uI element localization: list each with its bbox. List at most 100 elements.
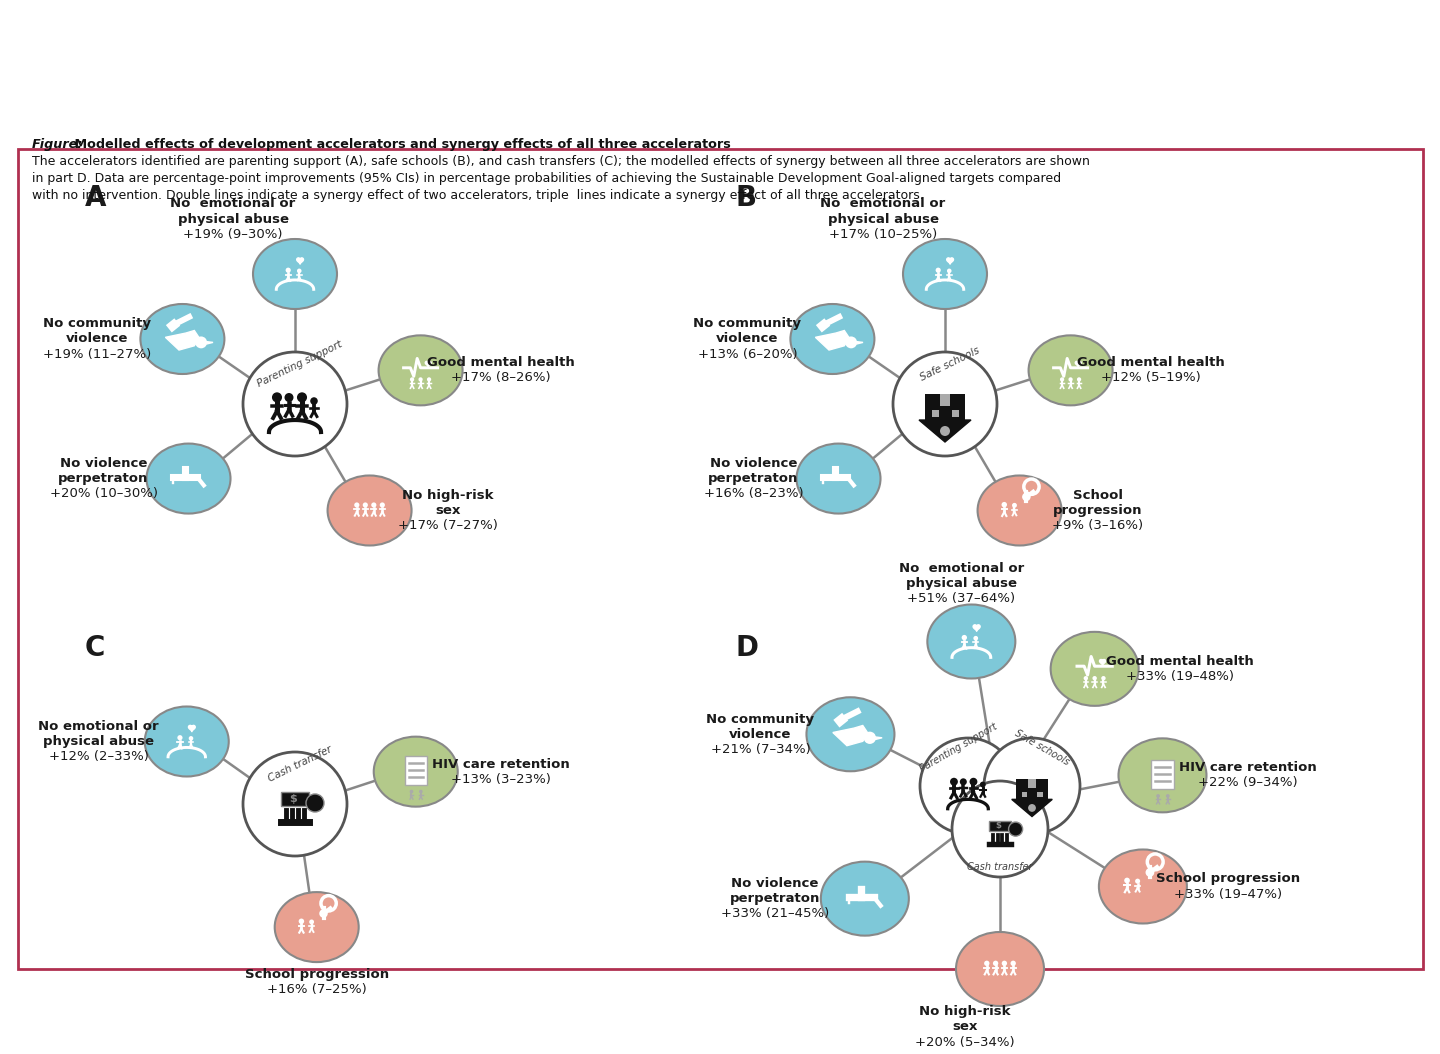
- Circle shape: [419, 789, 423, 794]
- Circle shape: [285, 393, 294, 402]
- Polygon shape: [189, 725, 196, 731]
- Text: Modelled effects of development accelerators and synergy effects of all three ac: Modelled effects of development accelera…: [71, 138, 730, 151]
- Circle shape: [950, 778, 958, 785]
- FancyBboxPatch shape: [281, 792, 310, 806]
- Text: +17% (10–25%): +17% (10–25%): [829, 228, 937, 240]
- FancyBboxPatch shape: [405, 757, 426, 785]
- Text: Good mental health: Good mental health: [426, 356, 575, 369]
- Text: No community: No community: [694, 317, 802, 330]
- Text: $: $: [289, 794, 297, 804]
- Text: +20% (5–34%): +20% (5–34%): [916, 1036, 1015, 1049]
- Text: sex: sex: [952, 1020, 978, 1034]
- Polygon shape: [1100, 660, 1106, 665]
- Circle shape: [297, 269, 301, 273]
- Circle shape: [1102, 676, 1106, 681]
- Ellipse shape: [903, 239, 986, 309]
- Circle shape: [1146, 868, 1155, 877]
- Circle shape: [354, 503, 360, 508]
- Text: physical abuse: physical abuse: [828, 213, 939, 226]
- Text: +19% (9–30%): +19% (9–30%): [183, 228, 282, 240]
- FancyBboxPatch shape: [1151, 760, 1174, 789]
- Text: physical abuse: physical abuse: [906, 577, 1017, 590]
- Circle shape: [1135, 879, 1140, 883]
- Text: perpetraton: perpetraton: [730, 892, 819, 905]
- Text: +17% (8–26%): +17% (8–26%): [451, 371, 550, 385]
- Text: +16% (7–25%): +16% (7–25%): [266, 983, 367, 996]
- Text: B: B: [734, 184, 756, 212]
- Circle shape: [969, 778, 978, 785]
- Circle shape: [845, 336, 857, 349]
- Text: +12% (5–19%): +12% (5–19%): [1100, 371, 1201, 385]
- Text: Cash transfer: Cash transfer: [266, 744, 334, 784]
- Circle shape: [297, 392, 307, 403]
- Text: $: $: [995, 821, 1001, 831]
- Text: No violence: No violence: [60, 456, 147, 470]
- Text: +13% (6–20%): +13% (6–20%): [697, 348, 798, 360]
- Polygon shape: [297, 258, 304, 264]
- FancyBboxPatch shape: [932, 410, 939, 417]
- Text: perpetraton: perpetraton: [59, 472, 148, 485]
- Circle shape: [984, 960, 989, 967]
- Text: Safe schools: Safe schools: [919, 346, 982, 383]
- Text: +33% (19–48%): +33% (19–48%): [1126, 670, 1234, 683]
- Text: Cash transfer: Cash transfer: [968, 862, 1032, 872]
- Circle shape: [1077, 377, 1081, 382]
- Text: Good mental health: Good mental health: [1106, 655, 1253, 668]
- Circle shape: [973, 636, 978, 641]
- Circle shape: [310, 919, 314, 924]
- Text: C: C: [85, 635, 105, 662]
- Circle shape: [1068, 377, 1073, 382]
- Text: +33% (19–47%): +33% (19–47%): [1174, 887, 1282, 900]
- Circle shape: [1166, 794, 1169, 798]
- Circle shape: [1156, 794, 1161, 798]
- Text: physical abuse: physical abuse: [177, 213, 288, 226]
- Polygon shape: [815, 331, 850, 350]
- Text: +51% (37–64%): +51% (37–64%): [907, 592, 1015, 605]
- Text: No high-risk: No high-risk: [402, 489, 494, 502]
- Circle shape: [1125, 878, 1130, 883]
- Text: The accelerators identified are parenting support (A), safe schools (B), and cas: The accelerators identified are parentin…: [32, 155, 1090, 168]
- Text: HIV care retention: HIV care retention: [432, 758, 570, 770]
- Ellipse shape: [147, 444, 230, 513]
- Text: School progression: School progression: [245, 968, 389, 981]
- Circle shape: [363, 503, 367, 508]
- Circle shape: [920, 738, 1017, 834]
- Text: with no intervention. Double lines indicate a synergy effect of two accelerators: with no intervention. Double lines indic…: [32, 189, 923, 202]
- Circle shape: [410, 377, 415, 382]
- Text: +33% (21–45%): +33% (21–45%): [720, 907, 829, 920]
- Text: HIV care retention: HIV care retention: [1178, 761, 1316, 775]
- Text: No community: No community: [43, 317, 151, 330]
- Ellipse shape: [275, 892, 359, 962]
- Text: Safe schools: Safe schools: [1012, 728, 1071, 767]
- Circle shape: [305, 794, 324, 812]
- Text: +9% (3–16%): +9% (3–16%): [1053, 520, 1143, 532]
- Circle shape: [196, 336, 207, 349]
- Circle shape: [1093, 676, 1097, 681]
- Text: No violence: No violence: [710, 456, 798, 470]
- Circle shape: [189, 736, 193, 741]
- Circle shape: [298, 918, 304, 924]
- Ellipse shape: [927, 605, 1015, 679]
- Ellipse shape: [806, 698, 894, 772]
- Text: physical abuse: physical abuse: [43, 735, 154, 748]
- Text: +17% (7–27%): +17% (7–27%): [397, 520, 497, 532]
- Text: Figure:: Figure:: [32, 138, 84, 151]
- Text: violence: violence: [729, 727, 792, 741]
- FancyBboxPatch shape: [1017, 779, 1047, 799]
- Ellipse shape: [253, 239, 337, 309]
- Circle shape: [243, 752, 347, 856]
- Ellipse shape: [978, 475, 1061, 546]
- Ellipse shape: [379, 335, 462, 406]
- Text: No  emotional or: No emotional or: [170, 197, 295, 211]
- Circle shape: [962, 635, 968, 640]
- FancyBboxPatch shape: [952, 410, 959, 417]
- Circle shape: [1084, 676, 1089, 681]
- FancyBboxPatch shape: [17, 149, 1423, 969]
- FancyBboxPatch shape: [1028, 779, 1035, 788]
- Circle shape: [419, 377, 423, 382]
- Polygon shape: [832, 725, 868, 746]
- Text: violence: violence: [716, 332, 779, 346]
- Polygon shape: [946, 258, 953, 264]
- Ellipse shape: [327, 475, 412, 546]
- Circle shape: [960, 778, 966, 785]
